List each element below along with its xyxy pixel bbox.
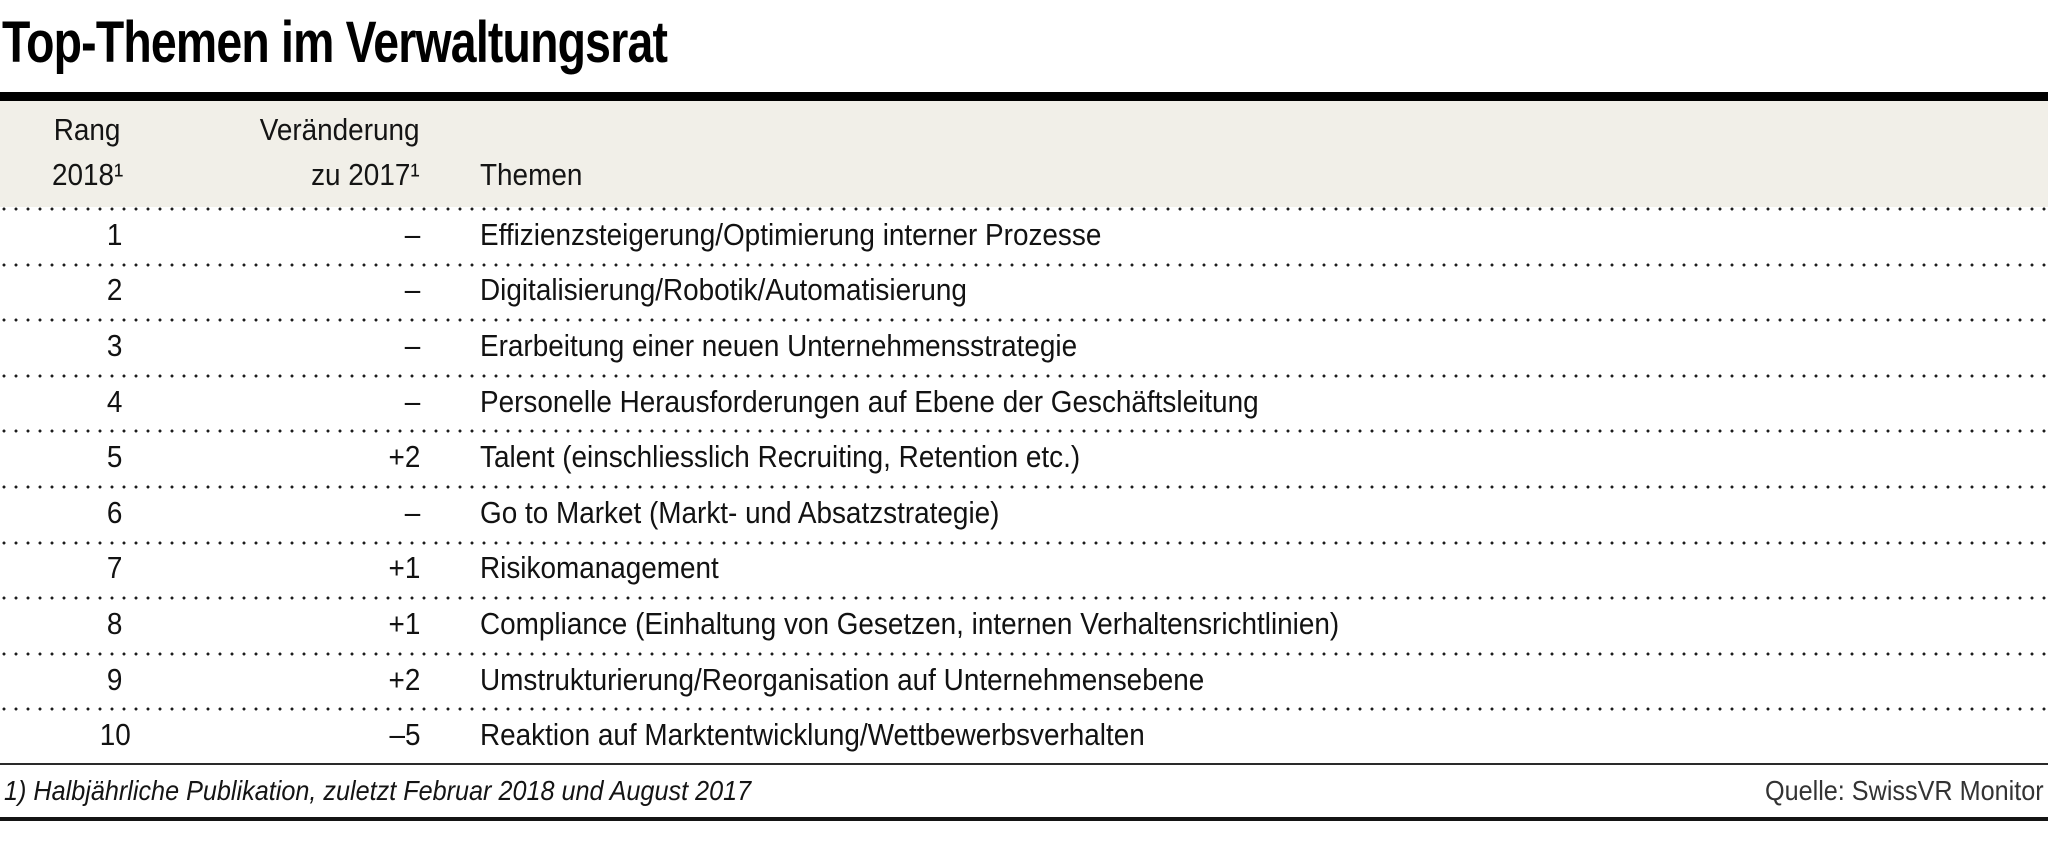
table-row: 8 +1 Compliance (Einhaltung von Gesetzen… xyxy=(0,596,2048,652)
footnote-text: 1) Halbjährliche Publikation, zuletzt Fe… xyxy=(4,775,752,806)
change-cell: – xyxy=(404,494,420,530)
change-cell: –5 xyxy=(388,717,420,753)
topic-cell: Risikomanagement xyxy=(480,550,719,586)
rank-cell: 2 xyxy=(107,272,123,308)
change-cell: +1 xyxy=(388,550,420,586)
table-row: 1 – Effizienzsteigerung/Optimierung inte… xyxy=(0,207,2048,263)
figure-footer: 1) Halbjährliche Publikation, zuletzt Fe… xyxy=(0,765,2048,817)
change-cell: – xyxy=(404,272,420,308)
column-header-topic-label: Themen xyxy=(480,157,583,192)
topic-cell: Talent (einschliesslich Recruiting, Rete… xyxy=(480,439,1081,475)
topic-cell: Erarbeitung einer neuen Unternehmensstra… xyxy=(480,327,1078,363)
column-header-rank-line2: 2018¹ xyxy=(51,157,124,192)
table-body: 1 – Effizienzsteigerung/Optimierung inte… xyxy=(0,207,2048,763)
rank-cell: 6 xyxy=(107,494,123,530)
column-header-change: Veränderung zu 2017¹ xyxy=(230,107,420,197)
footnote: 1) Halbjährliche Publikation, zuletzt Fe… xyxy=(4,775,834,807)
change-cell: +2 xyxy=(388,661,420,697)
rank-cell: 3 xyxy=(107,327,123,363)
source-credit-text: Quelle: SwissVR Monitor xyxy=(1765,775,2044,806)
topic-cell: Personelle Herausforderungen auf Ebene d… xyxy=(480,383,1259,419)
change-cell: – xyxy=(404,327,420,363)
topic-cell: Go to Market (Markt- und Absatzstrategie… xyxy=(480,494,1000,530)
rank-cell: 9 xyxy=(107,661,123,697)
column-header-rank-line1: Rang xyxy=(54,112,121,147)
table-row: 7 +1 Risikomanagement xyxy=(0,540,2048,597)
footnote-separator-rule xyxy=(0,763,2048,765)
column-header-change-line2: zu 2017¹ xyxy=(311,157,420,192)
table-row: 3 – Erarbeitung einer neuen Unternehmens… xyxy=(0,318,2048,374)
table-row: 4 – Personelle Herausforderungen auf Ebe… xyxy=(0,373,2048,430)
table-row: 2 – Digitalisierung/Robotik/Automatisier… xyxy=(0,262,2048,319)
topic-cell: Digitalisierung/Robotik/Automatisierung xyxy=(480,272,967,308)
table-row: 10 –5 Reaktion auf Marktentwicklung/Wett… xyxy=(0,707,2048,763)
rank-cell: 4 xyxy=(107,383,123,419)
rank-cell: 1 xyxy=(107,216,123,252)
change-cell: – xyxy=(404,216,420,252)
change-cell: +2 xyxy=(388,439,420,475)
topic-cell: Effizienzsteigerung/Optimierung interner… xyxy=(480,216,1102,252)
column-header-rank: Rang 2018¹ xyxy=(0,107,230,197)
column-header-change-line1: Veränderung xyxy=(260,112,420,147)
table-header: Rang 2018¹ Veränderung zu 2017¹ Themen xyxy=(0,101,2048,207)
source-credit: Quelle: SwissVR Monitor xyxy=(1734,775,2044,807)
bottom-rule xyxy=(0,817,2048,821)
rank-cell: 10 xyxy=(99,717,131,753)
page-title-text: Top-Themen im Verwaltungsrat xyxy=(2,10,668,75)
change-cell: – xyxy=(404,383,420,419)
table-row: 9 +2 Umstrukturierung/Reorganisation auf… xyxy=(0,651,2048,708)
page-title: Top-Themen im Verwaltungsrat xyxy=(2,14,833,72)
table-row: 5 +2 Talent (einschliesslich Recruiting,… xyxy=(0,429,2048,485)
rank-cell: 7 xyxy=(107,550,123,586)
topic-cell: Reaktion auf Marktentwicklung/Wettbewerb… xyxy=(480,717,1145,753)
table-row: 6 – Go to Market (Markt- und Absatzstrat… xyxy=(0,484,2048,541)
topic-cell: Umstrukturierung/Reorganisation auf Unte… xyxy=(480,661,1205,697)
rank-cell: 8 xyxy=(107,605,123,641)
column-header-topic: Themen xyxy=(420,152,2048,197)
change-cell: +1 xyxy=(388,605,420,641)
topic-cell: Compliance (Einhaltung von Gesetzen, int… xyxy=(480,605,1340,641)
top-rule xyxy=(0,92,2048,101)
rank-cell: 5 xyxy=(107,439,123,475)
